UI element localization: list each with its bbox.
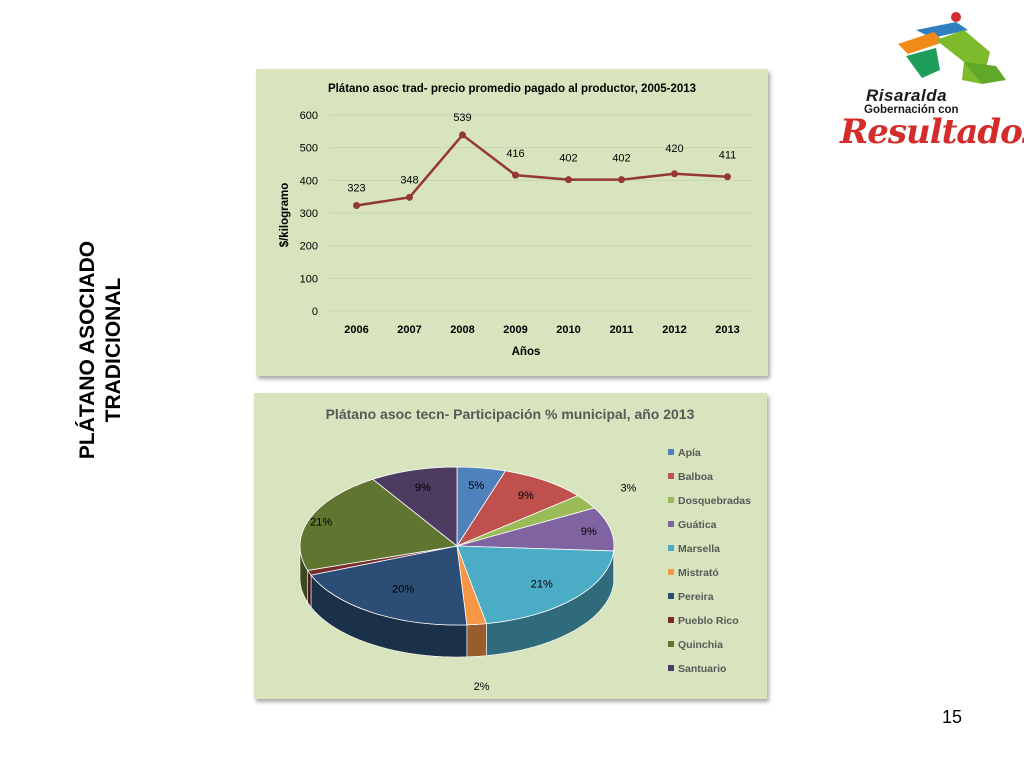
logo-text-resultados: Resultados: [840, 112, 1024, 152]
y-tick-label: 200: [300, 241, 318, 253]
pie-slice: [372, 466, 458, 547]
pie-chart-title: Plátano asoc tecn- Participación % munic…: [326, 406, 695, 422]
side-title: PLÁTANO ASOCIADO TRADICIONAL: [52, 205, 142, 495]
legend-label: Dosquebradas: [678, 495, 751, 507]
legend-label: Apía: [678, 447, 701, 459]
pie-value-label: 5%: [468, 480, 484, 492]
line-chart-ylabel: $/kilogramo: [279, 183, 291, 248]
y-tick-label: 400: [300, 175, 318, 187]
data-point: [724, 173, 731, 181]
data-label: 323: [347, 182, 365, 194]
legend-label: Quinchia: [678, 639, 723, 651]
pie-value-label: 9%: [581, 526, 597, 538]
data-label: 402: [559, 153, 577, 165]
data-label: 420: [665, 143, 683, 155]
legend-swatch: [668, 521, 674, 527]
logo-figure-icon: [898, 12, 1006, 84]
line-chart-xlabel: Años: [512, 346, 541, 358]
data-label: 348: [400, 174, 418, 186]
pie-slice: [456, 507, 615, 552]
legend-label: Pueblo Rico: [678, 615, 739, 627]
data-label: 539: [453, 112, 471, 124]
y-tick-label: 500: [300, 143, 318, 155]
data-point: [671, 170, 678, 178]
side-title-line1: PLÁTANO ASOCIADO: [76, 241, 99, 459]
legend-label: Balboa: [678, 471, 713, 483]
legend-swatch: [668, 569, 674, 575]
legend-swatch: [668, 449, 674, 455]
logo-text-gobernacion: Gobernación con: [864, 104, 959, 116]
data-point: [406, 193, 413, 201]
data-label: 411: [719, 150, 737, 162]
y-tick-label: 100: [300, 273, 318, 285]
pie-value-label: 9%: [518, 490, 534, 502]
side-title-svg: PLÁTANO ASOCIADO TRADICIONAL: [76, 241, 125, 459]
legend-label: Santuario: [678, 663, 726, 675]
pie-value-label: 20%: [392, 584, 414, 596]
legend-label: Marsella: [678, 543, 720, 555]
y-tick-label: 0: [312, 306, 318, 318]
x-tick-label: 2010: [556, 324, 580, 336]
pie-slice-side: [466, 623, 487, 658]
data-label: 416: [506, 148, 524, 160]
legend-swatch: [668, 593, 674, 599]
x-tick-label: 2008: [450, 324, 474, 336]
legend-swatch: [668, 497, 674, 503]
data-point: [565, 176, 572, 184]
pie-slice-side: [307, 569, 312, 608]
data-label: 402: [612, 153, 630, 165]
pie-slice: [310, 545, 468, 626]
legend-label: Mistrató: [678, 567, 719, 579]
pie-slice: [456, 545, 615, 625]
side-title-line2: TRADICIONAL: [102, 278, 125, 423]
page-number: 15: [941, 707, 962, 727]
pie-value-label: 9%: [415, 482, 431, 494]
y-tick-label: 300: [300, 208, 318, 220]
line-chart-title: Plátano asoc trad- precio promedio pagad…: [328, 83, 696, 95]
pie-slice: [455, 470, 579, 547]
data-point: [459, 131, 466, 139]
legend-swatch: [668, 617, 674, 623]
line-chart-panel: Plátano asoc trad- precio promedio pagad…: [256, 69, 768, 376]
legend-label: Pereira: [678, 591, 714, 603]
pie-value-label: 2%: [474, 681, 490, 693]
legend-swatch: [668, 641, 674, 647]
x-tick-label: 2006: [344, 324, 368, 336]
line-chart: Plátano asoc trad- precio promedio pagad…: [279, 83, 754, 358]
legend-swatch: [668, 665, 674, 671]
logo-text-risaralda: Risaralda: [866, 86, 948, 105]
x-tick-label: 2012: [662, 324, 686, 336]
legend-swatch: [668, 473, 674, 479]
legend-swatch: [668, 545, 674, 551]
pie-slice: [299, 478, 458, 571]
pie-value-label: 21%: [531, 579, 553, 591]
data-point: [512, 171, 519, 179]
x-tick-label: 2011: [610, 324, 634, 336]
pie-value-label: 3%: [620, 482, 636, 494]
x-tick-label: 2009: [503, 324, 527, 336]
pie-chart-panel: Plátano asoc tecn- Participación % munic…: [254, 393, 767, 699]
legend-label: Guática: [678, 519, 717, 531]
x-tick-label: 2013: [715, 324, 739, 336]
data-point: [618, 176, 625, 184]
y-tick-label: 600: [300, 110, 318, 122]
pie-chart: Plátano asoc tecn- Participación % munic…: [299, 406, 751, 693]
series-line: [356, 133, 728, 207]
data-point: [353, 201, 360, 209]
pie-value-label: 21%: [310, 516, 332, 528]
x-tick-label: 2007: [397, 324, 421, 336]
logo: Risaralda Gobernación con Resultados: [836, 8, 1024, 158]
